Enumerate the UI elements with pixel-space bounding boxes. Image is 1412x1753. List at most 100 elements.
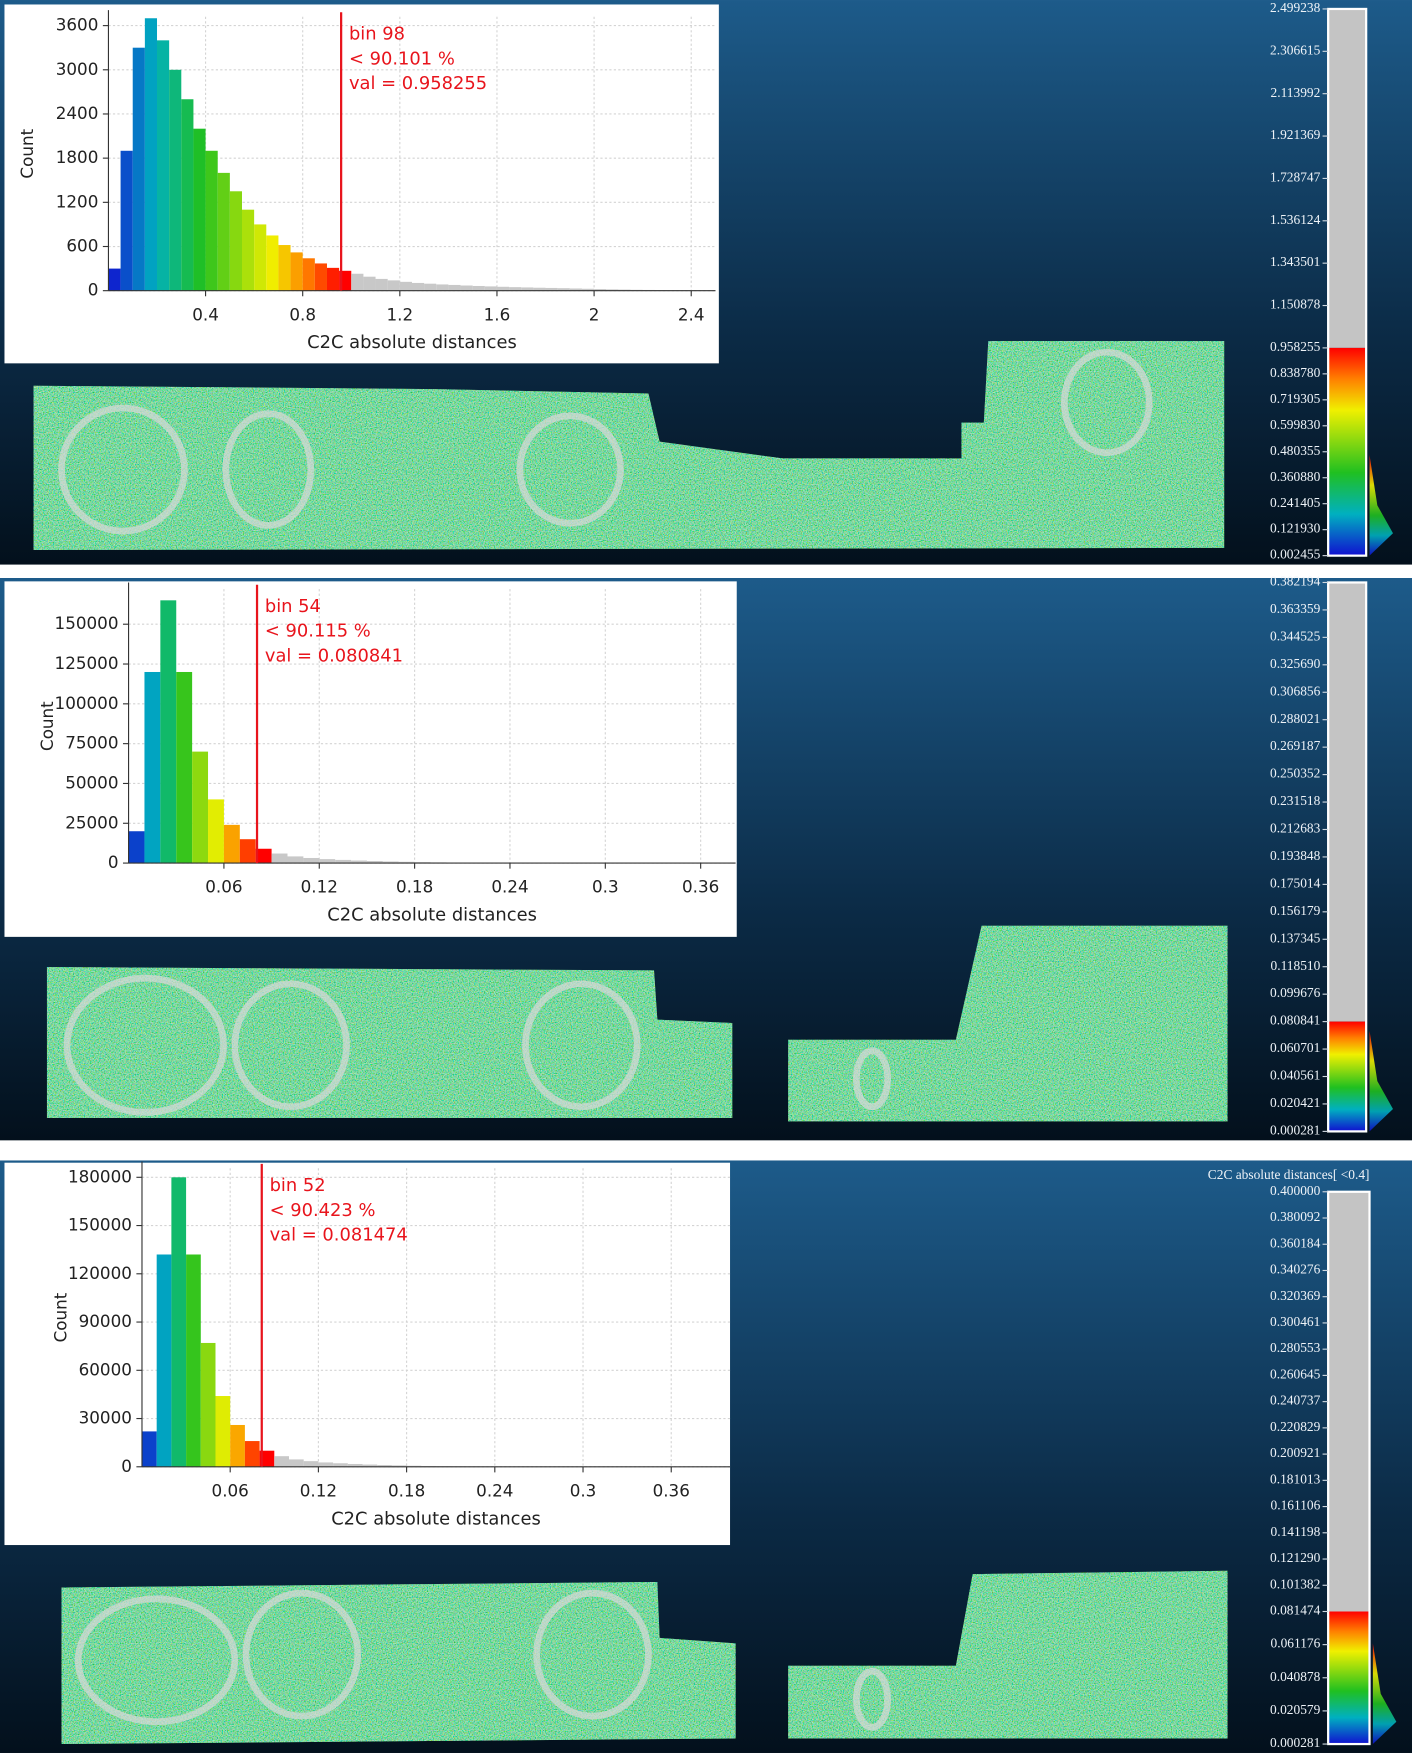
color-scale-label: 0.300461 (1270, 1314, 1320, 1329)
y-tick-label: 0 (121, 1456, 132, 1476)
histogram-bar (351, 274, 363, 291)
color-scale-label: 0.212683 (1270, 821, 1321, 836)
histogram-bar (448, 285, 460, 291)
x-axis-label: C2C absolute distances (307, 332, 517, 353)
color-scale-label: 0.599830 (1270, 417, 1321, 432)
histogram-bar (376, 279, 388, 291)
histogram-bar (224, 825, 240, 863)
histogram-bar (240, 839, 256, 863)
y-tick-label: 180000 (68, 1166, 132, 1186)
x-tick-label: 0.06 (205, 877, 242, 897)
histogram-bar (144, 672, 160, 863)
color-scale-label: 0.320369 (1270, 1288, 1321, 1303)
x-tick-label: 0.3 (592, 877, 619, 897)
y-tick-label: 600 (66, 236, 98, 256)
color-scale-label: 0.175014 (1270, 875, 1321, 890)
histogram-bar (230, 191, 242, 290)
y-tick-label: 50000 (65, 772, 118, 792)
x-tick-label: 0.8 (289, 304, 316, 324)
histogram-bar (497, 287, 509, 291)
x-tick-label: 1.2 (387, 304, 414, 324)
threshold-annotation: < 90.115 % (265, 621, 371, 642)
threshold-annotation: bin 54 (265, 596, 321, 617)
histogram-bar (327, 268, 339, 291)
x-tick-label: 0.12 (301, 877, 338, 897)
y-tick-label: 100000 (55, 693, 119, 713)
color-scale-label: 0.161106 (1271, 1498, 1321, 1513)
histogram-bar (254, 224, 266, 290)
color-scale-label: 0.156179 (1270, 903, 1321, 918)
color-scale-label: 0.121930 (1270, 521, 1321, 536)
histogram-bar (201, 1343, 216, 1467)
color-scale-label: 0.040878 (1270, 1669, 1321, 1684)
histogram-bar (461, 286, 473, 291)
color-scale-above (1328, 1192, 1369, 1612)
color-scale-below (1328, 348, 1366, 556)
histogram-bar (266, 235, 278, 290)
x-tick-label: 0.18 (396, 877, 433, 897)
color-scale-below (1328, 1612, 1369, 1745)
histogram-bar (287, 856, 303, 863)
color-scale-label: 0.325690 (1270, 656, 1321, 671)
histogram-bar (129, 831, 145, 863)
color-scale-label: 0.360184 (1270, 1235, 1321, 1250)
color-scale-above (1328, 9, 1366, 348)
x-tick-label: 0.36 (682, 877, 719, 897)
histogram-bar (192, 752, 208, 863)
color-scale-label: 1.536124 (1270, 212, 1321, 227)
y-tick-label: 30000 (79, 1408, 132, 1428)
color-scale-label: 0.719305 (1270, 391, 1321, 406)
histogram-bar (121, 151, 133, 291)
histogram-bar (142, 1431, 157, 1466)
color-scale-label: 1.921369 (1270, 127, 1321, 142)
color-scale-label: 0.306856 (1270, 683, 1321, 698)
color-scale-label: 0.141198 (1271, 1524, 1321, 1539)
x-axis-label: C2C absolute distances (331, 1508, 541, 1529)
color-scale-label: 0.241405 (1270, 495, 1321, 510)
histogram-bar (181, 99, 193, 290)
y-tick-label: 3000 (56, 59, 99, 79)
threshold-annotation: bin 52 (270, 1175, 326, 1196)
x-axis-label: C2C absolute distances (327, 905, 537, 926)
color-scale-label: 0.480355 (1270, 443, 1321, 458)
histogram-bar (303, 858, 319, 863)
color-scale-label: 0.240737 (1270, 1393, 1321, 1408)
threshold-annotation: < 90.423 % (270, 1200, 376, 1221)
color-scale-label: 0.260645 (1270, 1366, 1321, 1381)
histogram-bar (145, 18, 157, 290)
color-scale-label: 0.382194 (1270, 574, 1321, 589)
histogram-bar (171, 1177, 186, 1466)
color-scale-label: 0.958255 (1270, 339, 1321, 354)
y-axis-label: Count (17, 128, 37, 178)
point-cloud-noise (47, 967, 732, 1118)
histogram-bar (318, 1462, 333, 1466)
histogram-bar (108, 269, 120, 291)
histogram-bar (133, 48, 145, 291)
histogram-bar (315, 263, 327, 290)
color-scale-label: 0.000281 (1270, 1122, 1320, 1137)
threshold-annotation: < 90.101 % (349, 48, 455, 69)
color-scale-below (1328, 1022, 1366, 1132)
color-scale-label: 0.040561 (1270, 1068, 1320, 1083)
color-scale-label: 1.150878 (1270, 297, 1321, 312)
y-tick-label: 90000 (79, 1311, 132, 1331)
histogram-bar (388, 280, 400, 290)
y-tick-label: 3600 (56, 15, 99, 35)
histogram-bar (245, 1441, 260, 1467)
histogram-bar (230, 1425, 245, 1467)
y-tick-label: 0 (108, 852, 119, 872)
color-scale-label: 0.340276 (1270, 1262, 1321, 1277)
color-scale-label: 0.080841 (1270, 1013, 1320, 1028)
histogram-bar (412, 283, 424, 291)
x-tick-label: 0.4 (192, 304, 219, 324)
histogram-bar (278, 245, 290, 291)
x-tick-label: 0.12 (300, 1480, 337, 1500)
histogram-bar (424, 284, 436, 291)
color-scale-label: 0.838780 (1270, 365, 1321, 380)
color-scale-label: 0.099676 (1270, 985, 1321, 1000)
histogram-bar (274, 1456, 289, 1467)
color-scale-label: 0.002455 (1270, 547, 1321, 562)
color-scale-above (1328, 582, 1366, 1021)
x-tick-label: 0.24 (491, 877, 528, 897)
color-scale-label: 0.020421 (1270, 1095, 1320, 1110)
